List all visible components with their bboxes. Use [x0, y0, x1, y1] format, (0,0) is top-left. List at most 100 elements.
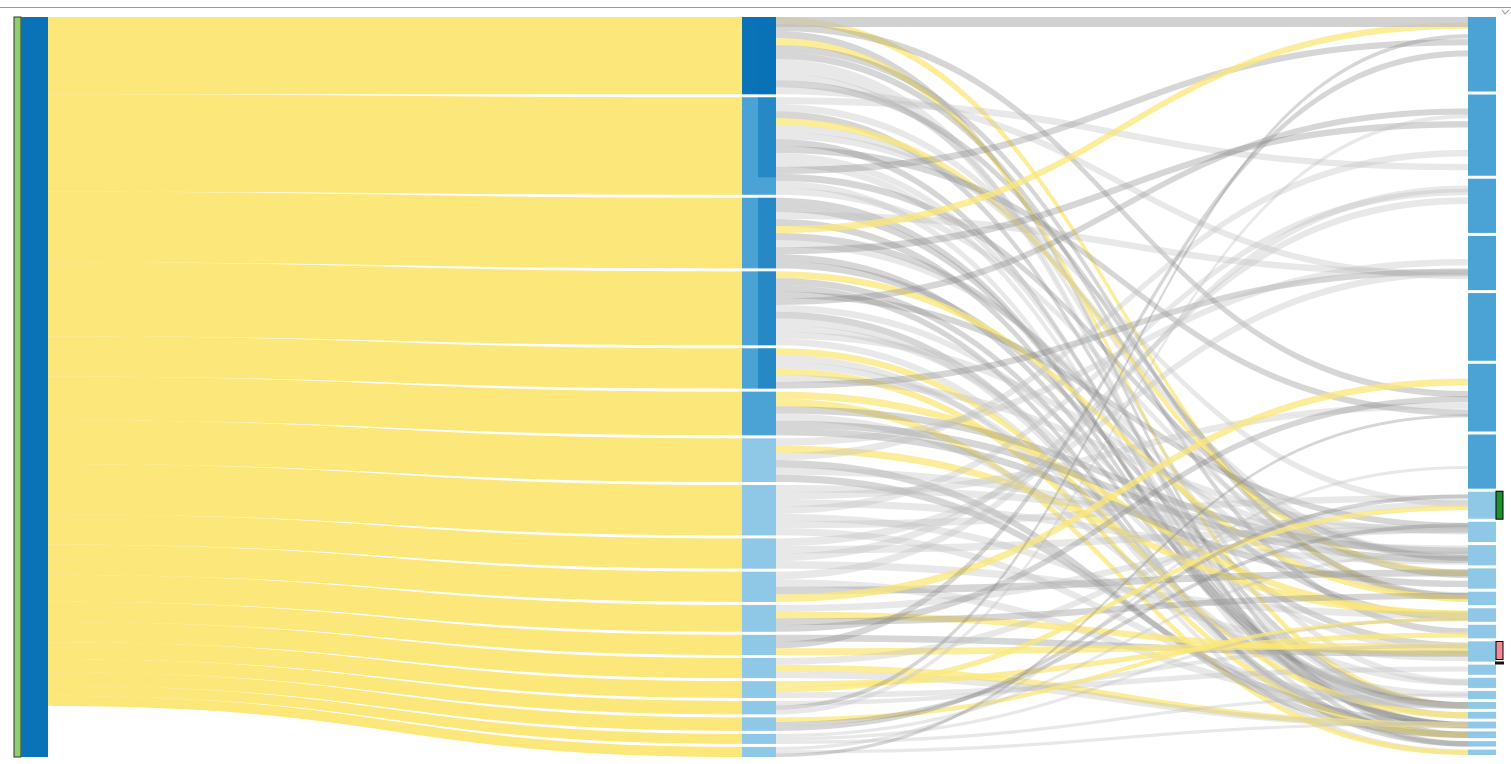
flow-l1-2-leaf-3[interactable] — [776, 211, 1468, 277]
flow-l1-2-leaf-19[interactable] — [776, 204, 1468, 719]
leaf-node-1[interactable] — [1468, 94, 1496, 176]
leaf-node-14[interactable] — [1468, 641, 1496, 662]
flow-l1-8-leaf-8[interactable] — [776, 526, 1468, 554]
leaf-node-2[interactable] — [1468, 178, 1496, 233]
level1-node-12[interactable] — [742, 657, 776, 679]
flow-l1-1-leaf-18[interactable] — [776, 111, 1468, 709]
flow-l1-12-leaf-20[interactable] — [776, 664, 1468, 728]
flow-l1-7-leaf-9[interactable] — [776, 499, 1468, 565]
flow-l1-4-leaf-18[interactable] — [776, 361, 1468, 709]
flow-l1-3-leaf-14[interactable] — [776, 304, 1468, 654]
flow-l1-2-leaf-11[interactable] — [776, 240, 1468, 599]
flow-l1-1-leaf-9[interactable] — [776, 173, 1468, 561]
leaf-node-0[interactable] — [1468, 17, 1496, 92]
flow-root-15[interactable] — [48, 672, 742, 731]
level1-node-13[interactable] — [742, 681, 776, 698]
root-node[interactable] — [21, 17, 48, 757]
flow-root-7[interactable] — [48, 464, 742, 536]
leaf-node-15[interactable] — [1468, 664, 1496, 675]
leaf-node-13[interactable] — [1468, 624, 1496, 639]
flow-l1-10-leaf-11[interactable] — [776, 592, 1468, 626]
flow-l1-15-leaf-12[interactable] — [776, 617, 1468, 722]
leaf-node-17[interactable] — [1468, 690, 1496, 700]
flow-l1-4-leaf-21[interactable] — [776, 368, 1468, 738]
flow-l1-17-leaf-6[interactable] — [776, 465, 1468, 751]
flow-l1-11-leaf-14[interactable] — [776, 642, 1468, 655]
flow-l1-9-leaf-2[interactable] — [776, 185, 1468, 580]
flow-root-6[interactable] — [48, 420, 742, 483]
flow-l1-1-leaf-10[interactable] — [776, 187, 1468, 576]
flow-l1-9-leaf-10[interactable] — [776, 569, 1468, 595]
leaf-node-5[interactable] — [1468, 363, 1496, 432]
flow-l1-0-leaf-5[interactable] — [776, 24, 1468, 398]
flow-top-band[interactable] — [776, 17, 1468, 27]
flow-l1-2-leaf-20[interactable] — [776, 218, 1468, 729]
leaf-node-8[interactable] — [1468, 521, 1496, 543]
flow-l1-13-leaf-13[interactable] — [776, 632, 1468, 687]
flow-l1-10-leaf-5[interactable] — [776, 395, 1468, 632]
flow-l1-7-leaf-8[interactable] — [776, 485, 1468, 532]
flow-l1-1-leaf-9[interactable] — [776, 125, 1468, 561]
flow-l1-1-leaf-18[interactable] — [776, 152, 1468, 709]
leaf-node-21[interactable] — [1468, 731, 1496, 739]
level1-node-5[interactable] — [742, 391, 776, 436]
flow-l1-14-leaf-0[interactable] — [776, 34, 1468, 710]
leaf-node-9[interactable] — [1468, 545, 1496, 566]
flow-l1-10-leaf-8[interactable] — [776, 526, 1468, 612]
flow-root-12[interactable] — [48, 621, 742, 679]
flow-root-2[interactable] — [48, 191, 742, 269]
flow-l1-1-leaf-1[interactable] — [776, 97, 1468, 171]
flow-l1-0-leaf-11[interactable] — [776, 17, 1468, 603]
flow-l1-13-leaf-7[interactable] — [776, 505, 1468, 693]
level1-node-17[interactable] — [742, 746, 776, 757]
flow-l1-0-leaf-22[interactable] — [776, 66, 1468, 747]
flow-l1-3-leaf-21[interactable] — [776, 338, 1468, 738]
flow-l1-15-leaf-8[interactable] — [776, 523, 1468, 727]
level1-node-8[interactable] — [742, 538, 776, 569]
flow-root-10[interactable] — [48, 574, 742, 632]
flow-root-11[interactable] — [48, 601, 742, 655]
flow-l1-12-leaf-20[interactable] — [776, 671, 1468, 729]
level1-node-9[interactable] — [742, 571, 776, 602]
flow-l1-0-leaf-21[interactable] — [776, 31, 1468, 738]
flow-l1-6-leaf-3[interactable] — [776, 258, 1468, 446]
flow-l1-6-leaf-9[interactable] — [776, 467, 1468, 553]
leaf-node-10[interactable] — [1468, 568, 1496, 589]
level1-node-15[interactable] — [742, 717, 776, 731]
flow-l1-4-leaf-3[interactable] — [776, 268, 1468, 389]
flow-l1-2-leaf-12[interactable] — [776, 233, 1468, 621]
flow-l1-2-leaf-20[interactable] — [776, 197, 1468, 729]
flow-l1-2-leaf-0[interactable] — [776, 22, 1468, 234]
flow-l1-7-leaf-2[interactable] — [776, 188, 1468, 514]
flow-l1-0-leaf-22[interactable] — [776, 59, 1468, 747]
flow-l1-3-leaf-1[interactable] — [776, 108, 1468, 305]
level1-node-6[interactable] — [742, 438, 776, 483]
flow-l1-3-leaf-22[interactable] — [776, 284, 1468, 747]
flow-l1-3-leaf-21[interactable] — [776, 311, 1468, 738]
flow-l1-5-leaf-9[interactable] — [776, 406, 1468, 555]
flow-l1-9-leaf-18[interactable] — [776, 579, 1468, 709]
flow-root-0[interactable] — [48, 17, 742, 95]
leaf-node-4[interactable] — [1468, 293, 1496, 361]
leaf-node-16[interactable] — [1468, 677, 1496, 688]
flow-l1-8-leaf-2[interactable] — [776, 197, 1468, 562]
leaf-node-7[interactable] — [1468, 491, 1496, 519]
level1-node-16[interactable] — [742, 733, 776, 744]
flow-l1-9-leaf-5[interactable] — [776, 378, 1468, 602]
leaf-node-18[interactable] — [1468, 702, 1496, 709]
flow-l1-8-leaf-3[interactable] — [776, 269, 1468, 546]
flow-l1-2-leaf-18[interactable] — [776, 254, 1468, 709]
flow-l1-5-leaf-12[interactable] — [776, 391, 1468, 617]
flow-root-8[interactable] — [48, 514, 742, 569]
flow-l1-11-leaf-0[interactable] — [776, 50, 1468, 649]
flow-l1-2-leaf-14[interactable] — [776, 261, 1468, 649]
leaf-node-6[interactable] — [1468, 434, 1496, 489]
flow-l1-14-leaf-14[interactable] — [776, 643, 1468, 706]
flow-l1-1-leaf-20[interactable] — [776, 159, 1468, 729]
level1-node-10[interactable] — [742, 604, 776, 632]
flow-l1-16-leaf-12[interactable] — [776, 617, 1468, 741]
flow-l1-1-leaf-0[interactable] — [776, 39, 1468, 174]
flow-root-4[interactable] — [48, 336, 742, 389]
flow-l1-7-leaf-14[interactable] — [776, 513, 1468, 662]
